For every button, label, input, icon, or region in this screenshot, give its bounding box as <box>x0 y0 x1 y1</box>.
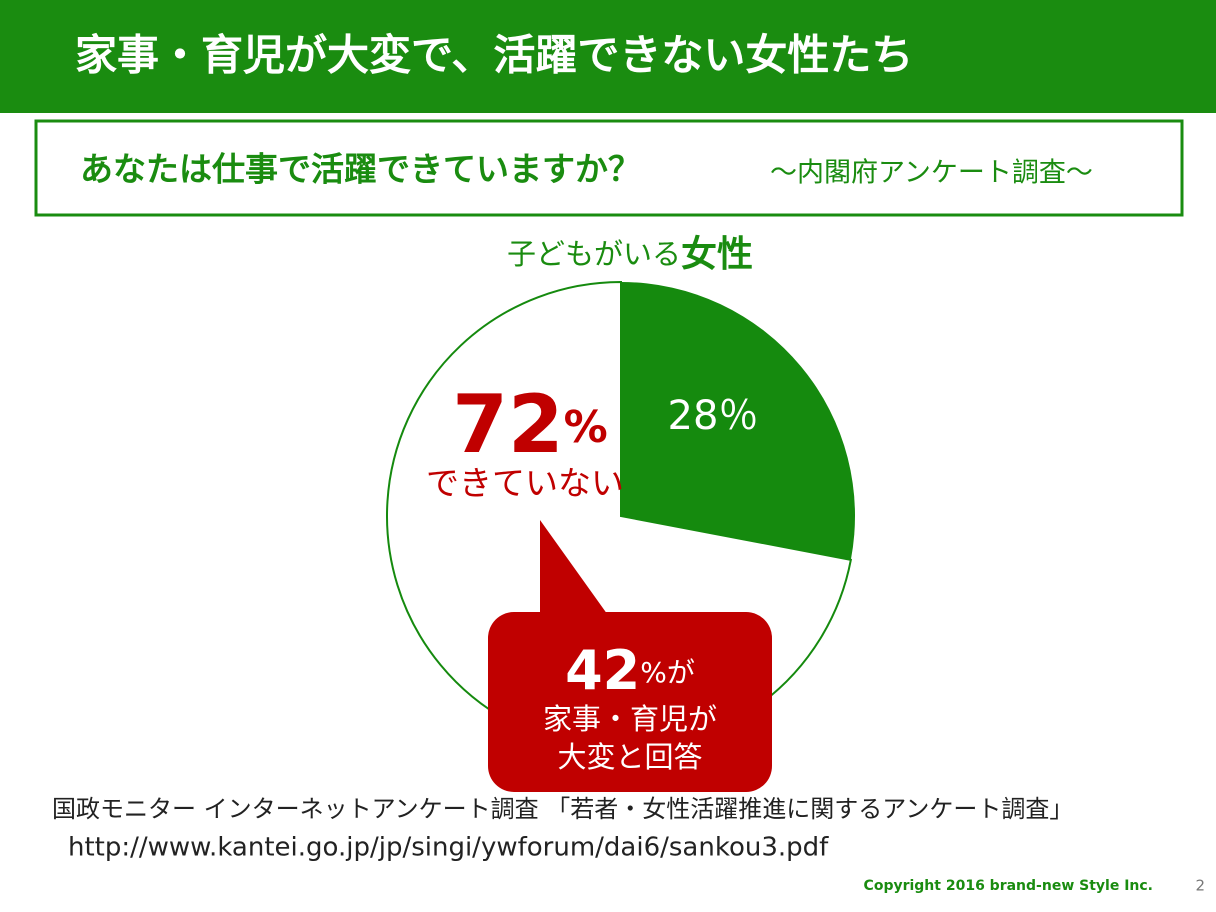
slice-label: 72% <box>452 378 607 471</box>
question-box <box>34 119 1184 217</box>
callout-box <box>488 612 772 792</box>
page-number: 2 <box>1195 877 1205 895</box>
callout-line: 家事・育児が <box>543 702 717 736</box>
question-source: ～内閣府アンケート調査～ <box>770 158 1093 189</box>
chart-title-main: 子どもがいる <box>507 237 681 271</box>
callout-tail <box>540 520 610 618</box>
footer-source: 国政モニター インターネットアンケート調査 「若者・女性活躍推進に関するアンケー… <box>52 795 1073 823</box>
pie-slice <box>621 282 855 560</box>
callout-value: 42%が <box>565 639 695 702</box>
slice-category: できていない <box>426 464 624 503</box>
slice-number: 72 <box>452 378 563 471</box>
question: あなたは仕事で活躍できていますか？ <box>80 150 641 189</box>
pie-labels: 28％72%できていない <box>426 378 758 503</box>
callout-unit: %が <box>640 656 695 689</box>
chart-title: 子どもがいる女性 <box>507 234 753 275</box>
header-title: 家事・育児が大変で、活躍できない女性たち <box>75 31 913 80</box>
slice-label: 28％ <box>668 393 759 439</box>
header-bar <box>0 0 1216 113</box>
chart-title-emphasis: 女性 <box>681 234 753 275</box>
callout-number: 42 <box>565 639 640 702</box>
slice-unit: % <box>564 402 608 453</box>
callout-line: 大変と回答 <box>557 740 702 774</box>
copyright: Copyright 2016 brand-new Style Inc. <box>864 878 1153 894</box>
footer-url: http://www.kantei.go.jp/jp/singi/ywforum… <box>68 833 829 863</box>
